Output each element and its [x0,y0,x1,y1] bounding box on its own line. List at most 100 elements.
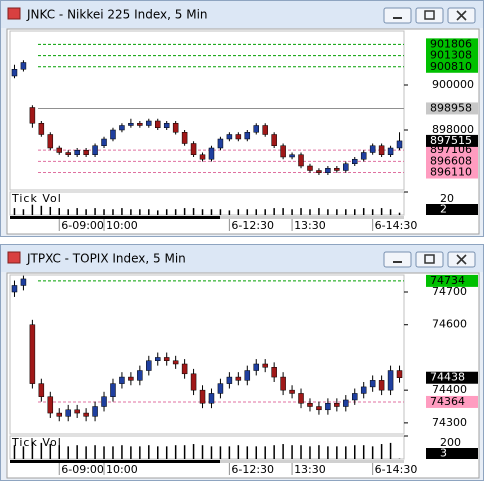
last-price-label: 897515 [430,134,472,147]
candle-body [343,399,349,407]
candle-body [316,406,322,411]
candle-body [217,383,224,394]
candle-body [190,373,197,391]
candle-body [244,370,251,381]
candle-body [396,370,403,378]
window-title: JTPXC - TOPIX Index, 5 Min [26,252,186,266]
last-price-box [426,134,478,147]
last-price-box [426,371,478,384]
price-level-label: 898958 [430,101,472,114]
minimize-button-face [383,7,412,24]
candle-body [244,131,251,140]
candle-body [208,393,215,404]
x-tick-label: 6-09:00 [61,463,104,476]
candle-body [360,152,367,160]
candle-body [289,154,295,158]
close-button[interactable] [447,7,476,24]
candle-body [208,147,215,160]
candle-body [155,357,161,361]
close-button[interactable] [447,251,476,268]
price-level-label: 901308 [430,49,472,62]
maximize-glyph [424,254,435,264]
candle-body [343,163,349,171]
candle-body [47,134,54,149]
last-volume-box [426,448,478,459]
y-tick-label: 74600 [432,318,467,331]
candle-body [307,165,313,171]
scroll-thumb [10,216,220,219]
candle-body [307,402,313,407]
candle-body [360,386,367,394]
candle-body [235,134,242,140]
candle-body [325,167,331,173]
candle-body [56,147,62,153]
candle-body [128,122,134,126]
candle-body [29,324,36,384]
plot-area [9,30,405,191]
x-tick-label: 10:00 [106,219,138,232]
candle-body [253,125,259,133]
chart-window: JNKC - Nikkei 225 Index, 5 Min 898000 9000… [0,0,484,237]
price-level-box [426,38,478,51]
candle-body [352,158,358,164]
price-level-label: 74734 [430,274,465,287]
candle-body [20,62,27,70]
maximize-button-face [415,251,444,268]
candle-body [271,367,277,378]
close-glyph [456,10,467,21]
maximize-button[interactable] [415,7,444,24]
candle-body [83,149,89,155]
window-icon [7,251,21,264]
candle-body [163,357,170,361]
candle-body [155,120,161,128]
candle-body [172,360,179,365]
candle-body [190,143,197,155]
plot-area [9,274,405,435]
price-level-label: 901806 [430,37,472,50]
last-volume-label: 3 [440,447,447,460]
window-title: JNKC - Nikkei 225 Index, 5 Min [26,8,208,22]
price-level-label: 74364 [430,395,465,408]
candle-body [128,376,134,381]
volume-label: Tick Vol [11,436,62,449]
minimize-button-face [383,251,412,268]
candle-body [92,406,98,417]
candle-body [20,278,27,286]
minimize-glyph [393,17,402,19]
y-tick-label: 900000 [432,78,474,91]
x-tick-label: 10:00 [106,463,138,476]
price-level-box [426,166,478,179]
maximize-glyph [424,10,435,20]
candle-body [38,122,45,135]
x-tick-label: 6-12:30 [231,463,274,476]
candle-body [146,360,152,371]
candle-body [271,134,277,146]
y-tick-label: 74400 [432,383,467,396]
candle-body [387,370,394,391]
candle-body [262,363,268,368]
scroll-thumb [10,460,220,463]
minimize-button[interactable] [383,7,412,24]
chart-window: JTPXC - TOPIX Index, 5 Min 74300 74400 7460… [0,244,484,481]
candle-body [163,122,170,128]
candle-body [65,409,71,417]
candle-body [369,380,376,388]
volume-panel [9,435,405,460]
x-tick-label: 13:30 [294,463,326,476]
candle-body [181,131,188,144]
candle-body [334,402,340,407]
price-level-box [426,274,478,287]
maximize-button[interactable] [415,251,444,268]
candle-body [334,167,340,171]
volume-panel [9,191,405,216]
price-level-box [426,395,478,408]
candle-body [352,393,358,401]
x-tick-label: 6-14:30 [375,463,418,476]
candle-body [101,396,107,407]
y-tick-label: 898000 [432,123,474,136]
candle-body [226,376,233,384]
candle-body [280,376,286,391]
x-tick-label: 6-09:00 [61,219,104,232]
minimize-button[interactable] [383,251,412,268]
candle-body [280,145,286,158]
